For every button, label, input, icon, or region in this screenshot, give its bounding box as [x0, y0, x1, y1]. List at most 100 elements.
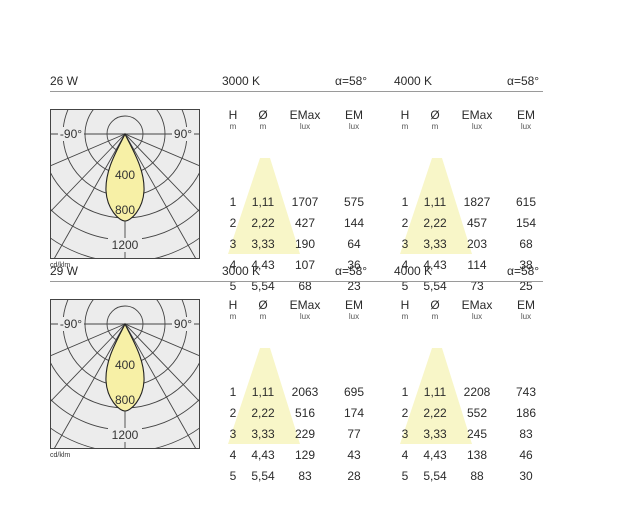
beam-curve [105, 322, 145, 412]
diameter-value: 4,43 [251, 448, 275, 462]
height-value: 3 [229, 427, 237, 441]
col-unit: m [259, 122, 267, 131]
unit-label: cd/klm [50, 452, 71, 459]
col-header-diameter: Ø [258, 108, 268, 122]
polar-axis [124, 323, 197, 449]
emax-value: 68 [298, 279, 312, 293]
col-header-diameter: Ø [430, 108, 440, 122]
power-label: 26 W [50, 74, 79, 88]
col-unit: m [401, 312, 409, 321]
photometric-block-29w: 29 W 3000 K α=58° 4000 K α=58° [0, 264, 629, 483]
polar-axis [124, 133, 200, 167]
label-bg [108, 238, 142, 252]
height-value: 1 [401, 195, 409, 209]
col-header-height: H [228, 108, 238, 122]
height-value: 3 [401, 237, 409, 251]
beam-curve [105, 132, 145, 222]
col-unit: lux [520, 122, 532, 131]
em-value: 743 [515, 385, 537, 399]
em-value: 43 [347, 448, 361, 462]
em-value: 615 [515, 195, 537, 209]
polar-diagram: -90° 90° 400 800 1200 [50, 109, 200, 259]
col-header-emax: EMax [289, 108, 321, 122]
col-unit: lux [348, 312, 360, 321]
em-value: 38 [519, 258, 533, 272]
col-header-emax: EMax [289, 298, 321, 312]
emax-value: 1707 [291, 195, 319, 209]
polar-axis [50, 323, 126, 357]
col-unit: lux [299, 312, 311, 321]
height-value: 3 [229, 237, 237, 251]
col-header-em: EM [517, 108, 535, 122]
emax-value: 107 [294, 258, 316, 272]
em-value: 46 [519, 448, 533, 462]
height-value: 5 [229, 469, 237, 483]
em-value: 23 [347, 279, 361, 293]
diameter-value: 1,11 [423, 195, 447, 209]
em-value: 695 [343, 385, 365, 399]
col-header-em: EM [517, 298, 535, 312]
emax-value: 516 [294, 406, 316, 420]
intensity-label: 1200 [112, 428, 139, 442]
emax-value: 114 [467, 258, 487, 272]
divider [50, 91, 543, 92]
cct-label: 4000 K [394, 74, 433, 88]
emax-value: 1827 [463, 195, 491, 209]
emax-value: 427 [294, 216, 316, 230]
col-header-em: EM [345, 298, 363, 312]
emax-value: 88 [470, 469, 484, 483]
col-unit: m [431, 312, 439, 321]
polar-axis [53, 133, 126, 259]
diameter-value: 2,22 [251, 406, 275, 420]
divider [50, 281, 543, 282]
diameter-value: 3,33 [251, 427, 275, 441]
height-value: 5 [229, 279, 237, 293]
em-value: 64 [347, 237, 361, 251]
em-value: 174 [343, 406, 365, 420]
label-bg [172, 127, 194, 141]
diameter-value: 3,33 [423, 427, 447, 441]
col-header-emax: EMax [461, 298, 493, 312]
diameter-value: 1,11 [423, 385, 447, 399]
intensity-label: 400 [115, 168, 135, 182]
height-value: 3 [401, 427, 409, 441]
beam-cone [400, 158, 472, 254]
emax-value: 2208 [463, 385, 491, 399]
emax-value: 129 [294, 448, 316, 462]
em-value: 77 [347, 427, 361, 441]
em-value: 186 [515, 406, 537, 420]
diameter-value: 5,54 [423, 469, 447, 483]
height-value: 1 [401, 385, 409, 399]
emax-value: 73 [470, 279, 484, 293]
beam-cone [228, 348, 300, 444]
angle-label-right: 90° [174, 317, 192, 331]
col-header-height: H [400, 108, 410, 122]
intensity-label: 800 [115, 203, 135, 217]
diameter-value: 3,33 [423, 237, 447, 251]
height-value: 2 [401, 406, 409, 420]
emax-value: 552 [466, 406, 488, 420]
col-unit: lux [299, 122, 311, 131]
height-value: 2 [229, 406, 237, 420]
emax-value: 229 [294, 427, 316, 441]
label-bg [58, 317, 84, 331]
diameter-value: 5,54 [251, 279, 275, 293]
height-value: 2 [401, 216, 409, 230]
em-value: 154 [515, 216, 537, 230]
diameter-value: 1,11 [251, 195, 275, 209]
polar-axis [124, 133, 197, 259]
height-value: 1 [229, 385, 237, 399]
diameter-value: 5,54 [423, 279, 447, 293]
photometric-block-26w: 26 W 3000 K α=58° 4000 K α=58° [0, 74, 629, 293]
col-unit: m [229, 122, 237, 131]
polar-axis [50, 133, 126, 213]
col-header-height: H [400, 298, 410, 312]
diameter-value: 1,11 [251, 385, 275, 399]
polar-axis [124, 323, 200, 403]
polar-axis [124, 133, 200, 213]
col-header-diameter: Ø [258, 298, 268, 312]
em-value: 25 [519, 279, 533, 293]
